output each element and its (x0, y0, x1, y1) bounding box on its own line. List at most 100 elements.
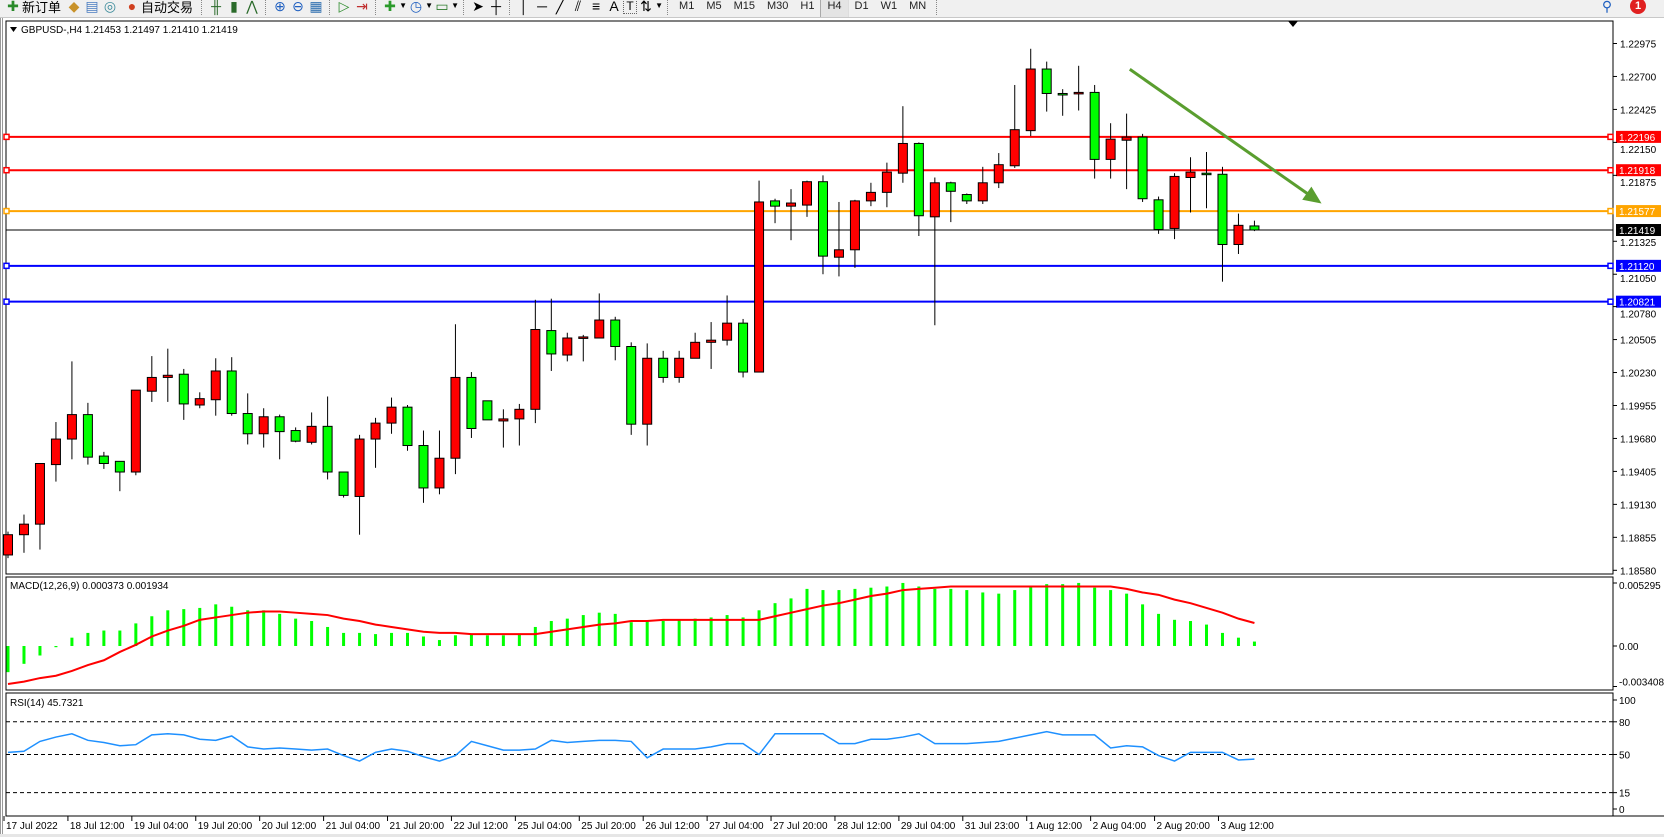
bar-chart-icon[interactable]: ╫ (211, 0, 221, 14)
horizontal-line-icon[interactable]: ─ (537, 0, 547, 14)
timeframe-w1[interactable]: W1 (880, 0, 898, 12)
arrows-icon[interactable]: ⇅ (640, 0, 652, 14)
macd-histogram-bar (326, 626, 330, 646)
trendline-icon[interactable]: ╱ (555, 0, 565, 14)
candle (738, 318, 749, 378)
equidistant-channel-icon[interactable]: ⫽ (574, 0, 582, 14)
macd-histogram-bar (597, 612, 601, 646)
macd-histogram-bar (565, 618, 569, 646)
horizontal-line-handle[interactable] (3, 207, 10, 215)
zoom-out-icon[interactable]: ⊖ (292, 0, 304, 14)
time-tick-label: 3 Aug 12:00 (1220, 821, 1274, 832)
candle (194, 392, 205, 409)
rsi-tick-label: 50 (1619, 751, 1631, 762)
chevron-down-icon[interactable]: ▼ (399, 1, 407, 10)
chart-shift-icon[interactable]: ⇥ (356, 0, 368, 14)
new-order-button[interactable]: ✚ 新订单 (0, 0, 65, 17)
time-tick-label: 28 Jul 12:00 (837, 821, 892, 832)
data-folder-icon[interactable]: ◆ (68, 0, 80, 14)
chevron-down-icon[interactable]: ▼ (425, 1, 433, 10)
crosshair-icon[interactable]: ┼ (491, 0, 501, 14)
indicators-icon[interactable]: ✚ (384, 0, 396, 14)
macd-histogram-bar (837, 590, 841, 646)
periods-icon[interactable]: ◷ (409, 0, 423, 14)
fibonacci-icon[interactable]: ≡ (591, 0, 601, 14)
horizontal-line-handle[interactable] (3, 298, 10, 305)
separator (936, 0, 938, 15)
timeframe-d1[interactable]: D1 (854, 0, 869, 12)
auto-trading-button[interactable]: ● 自动交易 (119, 0, 197, 17)
macd-histogram-bar (805, 588, 809, 646)
candle-body-bull (865, 191, 876, 202)
candle-body-bull (3, 534, 13, 556)
timeframe-m15[interactable]: M15 (733, 0, 755, 12)
candle (977, 166, 988, 204)
timeframe-m5[interactable]: M5 (706, 0, 722, 12)
time-tick-label: 25 Jul 04:00 (517, 821, 572, 832)
separator (463, 0, 465, 15)
signals-icon[interactable]: ◎ (103, 0, 117, 14)
horizontal-line-handle[interactable] (3, 133, 10, 141)
timeframe-m30[interactable]: M30 (767, 0, 789, 12)
notification-badge[interactable]: 1 (1630, 0, 1646, 14)
horizontal-line-handle[interactable] (1607, 298, 1614, 305)
candlestick-icon[interactable]: ▮ (230, 0, 238, 14)
chevron-down-icon[interactable]: ▼ (451, 1, 459, 10)
candle-body-bull (450, 376, 461, 459)
separator (509, 0, 511, 15)
macd-histogram-bar (1061, 584, 1065, 646)
horizontal-line-handle[interactable] (3, 262, 10, 270)
candle-body-bull (210, 370, 221, 401)
timeframe-h4[interactable]: H4 (820, 0, 849, 17)
macd-histogram-bar (581, 615, 585, 646)
templates-icon[interactable]: ▭ (435, 0, 449, 14)
candle (1105, 123, 1116, 179)
rsi-tick-label: 0 (1619, 805, 1625, 816)
rsi-tick-label: 100 (1619, 696, 1636, 707)
trend-arrow-head[interactable] (1302, 186, 1322, 204)
tile-windows-icon[interactable]: ▦ (309, 0, 323, 14)
text-icon[interactable]: A (609, 0, 619, 14)
horizontal-line-handle[interactable] (1607, 166, 1614, 174)
horizontal-line-handle[interactable] (3, 166, 10, 174)
timeframe-h1[interactable]: H1 (800, 0, 815, 12)
candle (690, 332, 701, 359)
horizontal-line-handle[interactable] (1607, 262, 1614, 270)
chevron-down-icon[interactable]: ▼ (655, 1, 663, 10)
candle (1169, 173, 1180, 240)
zoom-in-icon[interactable]: ⊕ (274, 0, 286, 14)
candle-body-bull (162, 374, 173, 378)
history-center-icon[interactable]: ▤ (85, 0, 99, 14)
candle-body-bull (977, 182, 988, 202)
timeframe-mn[interactable]: MN (909, 0, 927, 12)
candle (1009, 84, 1020, 168)
horizontal-line-handle[interactable] (1607, 207, 1614, 215)
search-icon[interactable]: ⚲ (1601, 0, 1613, 14)
macd-histogram-bar (246, 610, 250, 646)
symbol-menu-triangle-icon[interactable] (10, 27, 17, 32)
candle (322, 396, 333, 480)
candle (546, 298, 557, 371)
trend-arrow-line[interactable] (1128, 68, 1313, 198)
candle-body-bull (897, 142, 908, 174)
candle (1249, 220, 1260, 232)
text-label-icon[interactable]: T (623, 0, 638, 14)
cursor-icon[interactable]: ➤ (472, 0, 484, 14)
chart-shift-marker-icon[interactable] (1288, 21, 1298, 27)
price-tick-label: 1.19405 (1620, 467, 1657, 478)
timeframe-m1[interactable]: M1 (679, 0, 695, 12)
vertical-line-icon[interactable]: │ (519, 0, 529, 14)
macd-histogram-bar (741, 617, 745, 646)
candle-body-bear (945, 182, 956, 192)
candle-body-bear (82, 414, 93, 458)
horizontal-line-handle[interactable] (1607, 133, 1614, 141)
time-tick-label: 19 Jul 20:00 (198, 821, 253, 832)
autoscroll-icon[interactable]: ▷ (338, 0, 350, 14)
price-tick-label: 1.19955 (1620, 401, 1657, 412)
price-tick-label: 1.21325 (1620, 238, 1657, 249)
candle-body-bull (802, 181, 812, 206)
candle (674, 350, 685, 383)
macd-histogram-bar (1236, 637, 1240, 646)
line-chart-icon[interactable]: ⋀ (246, 0, 258, 14)
